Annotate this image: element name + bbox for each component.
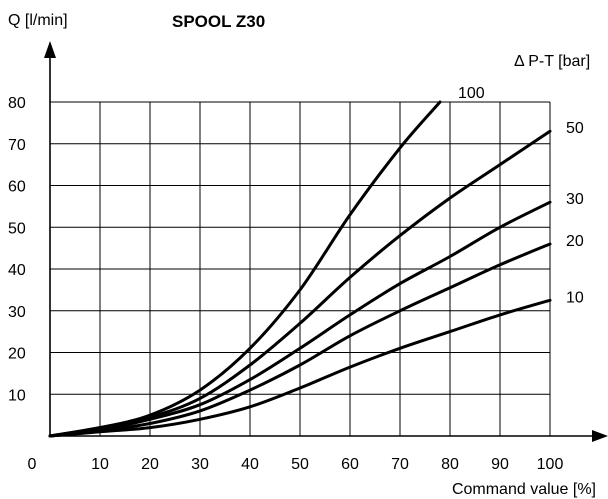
series-label-10: 10 <box>566 289 584 306</box>
y-tick-labels: 10 20 30 40 50 60 70 80 <box>8 95 26 404</box>
series-line-30 <box>48 200 552 438</box>
legend-title: Δ P-T [bar] <box>514 53 590 70</box>
series-label-100: 100 <box>458 85 485 102</box>
y-tick-label: 30 <box>8 304 26 321</box>
x-tick-label: 20 <box>141 456 159 473</box>
x-tick-label: 90 <box>491 456 509 473</box>
series-label-30: 30 <box>566 191 584 208</box>
y-axis-label: Q [l/min] <box>8 12 68 29</box>
x-axis-label: Command value [%] <box>452 481 596 498</box>
x-tick-label: 10 <box>91 456 109 473</box>
axes <box>44 41 608 442</box>
y-tick-label: 40 <box>8 262 26 279</box>
series-curves <box>48 100 552 438</box>
series-labels: 100 50 30 20 10 <box>458 85 584 306</box>
x-tick-label: 50 <box>291 456 309 473</box>
y-axis-arrow <box>44 41 56 58</box>
x-tick-label: 40 <box>241 456 259 473</box>
series-line-10 <box>48 298 552 438</box>
x-axis-arrow <box>592 430 608 442</box>
y-tick-label: 10 <box>8 387 26 404</box>
x-tick-label: 80 <box>441 456 459 473</box>
chart-title: SPOOL Z30 <box>172 12 265 31</box>
x-tick-label: 30 <box>191 456 209 473</box>
x-tick-label: 100 <box>537 456 564 473</box>
y-tick-label: 60 <box>8 179 26 196</box>
x-tick-labels: 0 10 20 30 40 50 60 70 80 90 100 <box>28 456 564 473</box>
y-tick-label: 80 <box>8 95 26 112</box>
series-line-20 <box>48 242 552 438</box>
y-tick-label: 50 <box>8 220 26 237</box>
x-tick-label: 0 <box>28 456 37 473</box>
y-tick-label: 70 <box>8 137 26 154</box>
series-label-50: 50 <box>566 120 584 137</box>
x-tick-label: 70 <box>391 456 409 473</box>
y-tick-label: 20 <box>8 346 26 363</box>
series-line-50 <box>48 129 552 438</box>
x-tick-label: 60 <box>341 456 359 473</box>
series-label-20: 20 <box>566 233 584 250</box>
grid <box>50 101 551 436</box>
